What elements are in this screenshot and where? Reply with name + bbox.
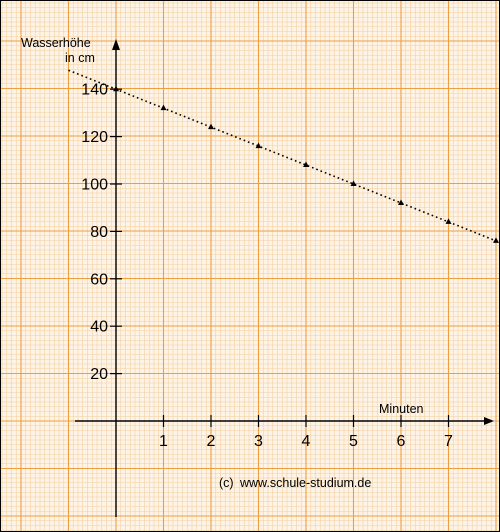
y-tick-label: 40 — [90, 319, 108, 336]
x-axis-label: Minuten — [379, 402, 424, 416]
x-tick-label: 3 — [254, 433, 263, 450]
x-tick-label: 7 — [444, 433, 453, 450]
y-tick-label: 60 — [90, 271, 108, 288]
series-line — [68, 69, 497, 242]
y-tick-label: 20 — [90, 366, 108, 383]
y-axis-label-line2: in cm — [65, 51, 95, 65]
x-tick-label: 5 — [349, 433, 358, 450]
data-point — [493, 237, 499, 243]
data-point — [445, 218, 452, 224]
data-point — [303, 161, 309, 168]
y-tick-label: 140 — [81, 82, 108, 99]
watermark-url: www.schule-studium.de — [239, 476, 371, 490]
series-water-level — [68, 69, 499, 243]
copyright-symbol: (c) — [219, 476, 234, 490]
x-tick-label: 4 — [302, 433, 311, 450]
x-axis-arrow — [484, 417, 494, 425]
data-point — [350, 180, 357, 186]
ticks: 1 2 3 4 5 6 7 20 40 60 80 100 120 140 — [81, 82, 453, 450]
data-point — [113, 85, 119, 92]
x-tick-label: 1 — [159, 433, 168, 450]
x-tick-label: 6 — [397, 433, 406, 450]
data-point — [255, 142, 262, 149]
x-tick-label: 2 — [207, 433, 216, 450]
data-point — [398, 199, 404, 205]
axes — [75, 39, 494, 517]
y-axis-label-line1: Wasserhöhe — [21, 36, 91, 50]
y-tick-label: 100 — [81, 177, 108, 194]
data-point — [208, 123, 214, 130]
y-tick-label: 80 — [90, 224, 108, 241]
y-tick-label: 120 — [81, 129, 108, 146]
data-point — [160, 104, 167, 111]
y-axis-arrow — [112, 39, 120, 50]
